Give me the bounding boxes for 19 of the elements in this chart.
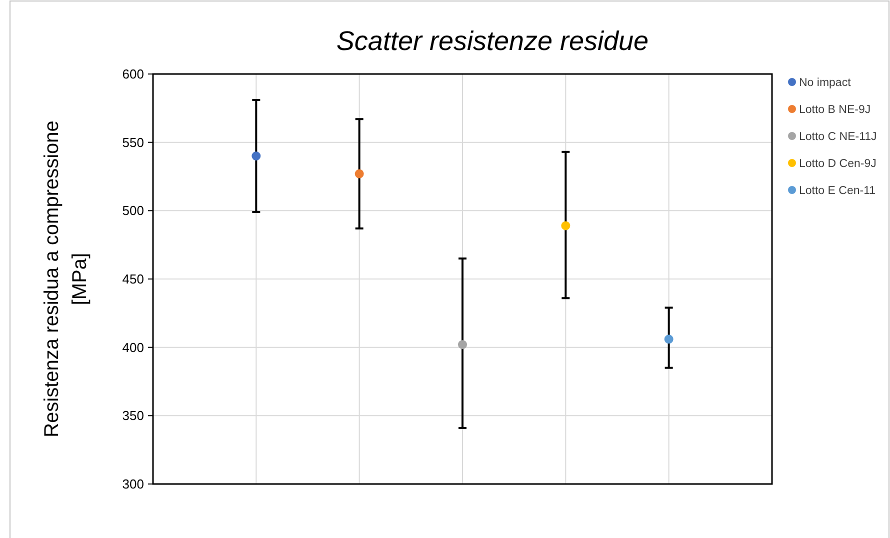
y-tick-label: 300: [122, 476, 144, 492]
legend-label: No impact: [799, 77, 852, 90]
point: [354, 169, 364, 178]
legend-label: Lotto B NE-9J: [799, 104, 871, 116]
point: [664, 334, 674, 344]
point: [252, 152, 261, 160]
y-tick-label: 350: [122, 408, 144, 424]
point: [561, 221, 570, 230]
chart-title: Scatter resistenze residue: [336, 26, 649, 56]
y-tick-label: 500: [122, 203, 144, 218]
y-tick-label: 600: [122, 66, 144, 82]
y-tick-label: 450: [122, 272, 144, 287]
legend-label: Lotto C NE-11J: [799, 131, 877, 144]
point: [458, 340, 467, 350]
legend-label: Lotto E Cen-11: [799, 185, 876, 198]
legend-label: Lotto D Cen-9J: [799, 158, 876, 170]
y-tick-label: 400: [122, 340, 144, 355]
y-axis-title: Resistenza residua a compressione [MPa]: [41, 120, 91, 438]
y-tick-label: 550: [122, 134, 144, 150]
